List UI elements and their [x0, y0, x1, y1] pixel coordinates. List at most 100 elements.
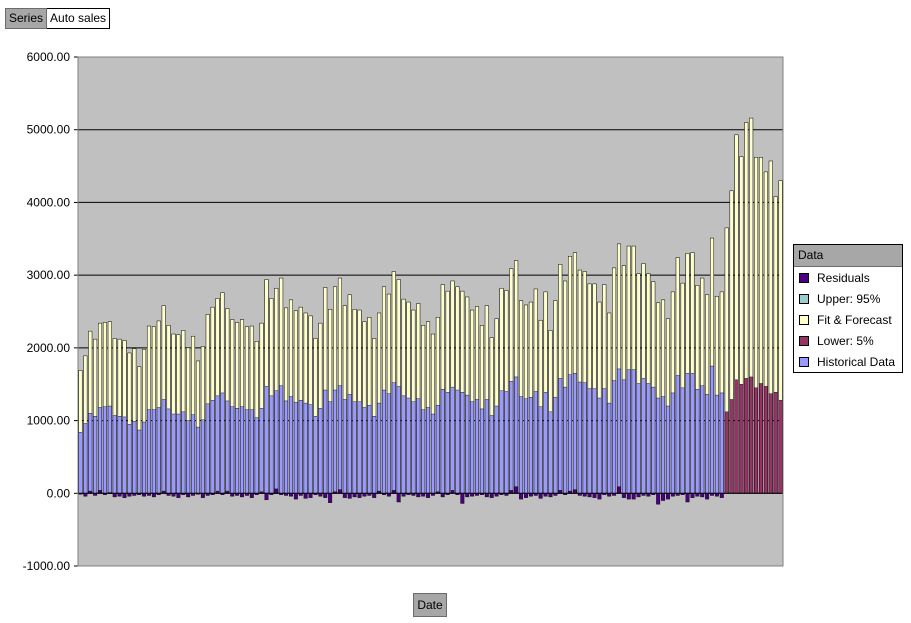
- residual-bar: [342, 493, 347, 498]
- historical-bar: [112, 415, 117, 494]
- historical-bar: [714, 394, 719, 494]
- series-button[interactable]: Series: [5, 8, 48, 29]
- y-tick-label: 6000.00: [27, 50, 71, 64]
- residual-bar: [264, 493, 269, 501]
- historical-bar: [274, 390, 279, 494]
- residual-bar: [460, 493, 465, 504]
- residual-bar: [572, 489, 577, 494]
- historical-bar: [509, 381, 514, 494]
- historical-bar: [680, 387, 685, 494]
- historical-bar: [142, 421, 147, 494]
- historical-bar: [465, 394, 470, 494]
- historical-bar: [411, 401, 416, 494]
- lower-5-bar: [763, 386, 768, 494]
- historical-bar: [548, 411, 553, 494]
- historical-bar: [210, 400, 215, 494]
- historical-bar: [161, 399, 166, 494]
- residual-bar: [176, 493, 181, 498]
- residual-bar: [665, 493, 670, 500]
- residual-bar: [538, 493, 543, 499]
- historical-bar: [460, 392, 465, 494]
- historical-bar: [230, 406, 235, 494]
- historical-bar: [705, 394, 710, 494]
- residual-bar: [151, 493, 156, 498]
- y-tick-label: 0.00: [47, 486, 71, 500]
- historical-bar: [607, 402, 612, 494]
- legend-item-upper-95: Upper: 95%: [794, 288, 902, 309]
- historical-bar: [147, 409, 151, 494]
- historical-bar: [323, 389, 328, 494]
- historical-bar: [690, 373, 695, 494]
- residual-bar: [293, 493, 298, 500]
- historical-bar: [347, 394, 352, 494]
- lower-5-bar: [773, 392, 778, 494]
- legend-title[interactable]: Data: [794, 245, 902, 267]
- historical-bar: [621, 379, 626, 494]
- historical-bar: [284, 400, 289, 494]
- historical-bar: [225, 400, 230, 494]
- legend-swatch-historical-data: [799, 356, 809, 367]
- legend-item-fit-forecast: Fit & Forecast: [794, 309, 902, 330]
- historical-bar: [264, 386, 269, 494]
- historical-bar: [137, 429, 142, 494]
- historical-bar: [695, 389, 700, 494]
- historical-bar: [328, 401, 333, 494]
- historical-bar: [656, 397, 661, 494]
- residual-bar: [122, 493, 127, 498]
- historical-bar: [122, 416, 127, 494]
- historical-bar: [430, 413, 435, 494]
- historical-bar: [426, 407, 431, 494]
- x-axis-field-button[interactable]: Date: [413, 593, 447, 617]
- residual-bar: [705, 493, 710, 500]
- lower-5-bar: [739, 384, 744, 494]
- residual-bar: [519, 493, 524, 500]
- historical-bar: [298, 400, 303, 494]
- legend-swatch-fit-forecast: [799, 314, 809, 325]
- residual-bar: [372, 493, 377, 498]
- historical-bar: [670, 392, 675, 494]
- legend-swatch-lower-5: [799, 335, 809, 346]
- historical-bar: [440, 389, 445, 494]
- lower-5-bar: [744, 378, 749, 494]
- historical-bar: [597, 397, 602, 494]
- series-selector[interactable]: Series Auto sales: [5, 8, 111, 29]
- residual-bar: [352, 493, 357, 498]
- historical-bar: [494, 405, 499, 494]
- residual-bar: [416, 493, 421, 498]
- historical-bar: [538, 406, 543, 494]
- residual-bar: [685, 493, 690, 503]
- y-tick-label: 2000.00: [27, 341, 71, 355]
- historical-bar: [568, 374, 572, 494]
- legend-label-fit-forecast: Fit & Forecast: [817, 312, 892, 327]
- residual-bar: [626, 493, 631, 500]
- residual-bar: [587, 493, 592, 498]
- residual-bar: [631, 493, 636, 500]
- historical-bar: [372, 416, 377, 494]
- historical-bar: [617, 368, 621, 494]
- lower-5-bar: [749, 376, 754, 494]
- historical-bar: [259, 408, 264, 494]
- plot-border: [77, 56, 784, 567]
- legend[interactable]: Data Residuals Upper: 95% Fit & Forecast…: [793, 244, 903, 373]
- historical-bar: [181, 411, 186, 494]
- historical-bar: [249, 409, 254, 494]
- y-tick-label: 1000.00: [27, 414, 71, 428]
- residual-bar: [396, 493, 401, 503]
- residual-bar: [323, 493, 328, 498]
- legend-label-historical-data: Historical Data: [817, 354, 896, 369]
- historical-bar: [543, 392, 548, 494]
- y-tick-label: 5000.00: [27, 123, 71, 137]
- legend-item-lower-5: Lower: 5%: [794, 330, 902, 351]
- residual-bar: [690, 493, 695, 498]
- historical-bar: [514, 376, 519, 494]
- historical-bar: [602, 388, 607, 494]
- historical-bar: [191, 414, 196, 494]
- residual-bar: [597, 493, 602, 500]
- historical-bar: [377, 402, 382, 494]
- historical-bar: [98, 407, 102, 494]
- residual-bar: [200, 493, 205, 498]
- residual-bar: [524, 493, 528, 498]
- historical-bar: [117, 416, 122, 494]
- legend-swatch-upper-95: [799, 293, 809, 304]
